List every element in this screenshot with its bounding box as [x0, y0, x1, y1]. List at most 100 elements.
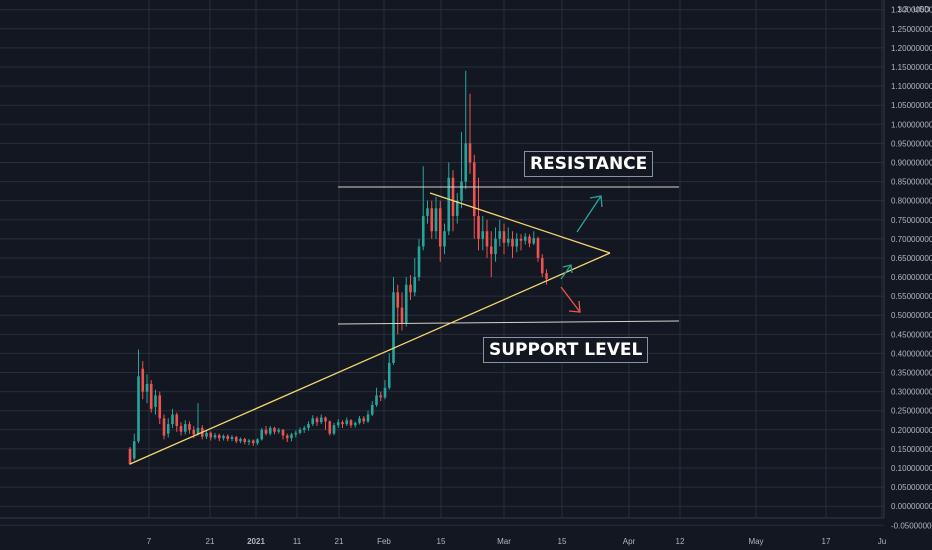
- time-axis[interactable]: 7 21 2021 11 21 Feb 15 Mar 15 Apr 12 May 17 Ju: [147, 537, 886, 546]
- drawings-layer: [129, 186, 680, 465]
- candle-body-down: [243, 438, 247, 443]
- candle-body-down: [162, 418, 166, 436]
- candle-body-down: [362, 418, 366, 422]
- candle-body-down: [528, 236, 531, 244]
- candle-body-up: [298, 429, 302, 433]
- candle-body-up: [205, 432, 208, 437]
- candle-body-up: [447, 177, 451, 232]
- x-tick-label: 15: [437, 537, 446, 546]
- candle-body-up: [332, 425, 336, 434]
- candle-body-down: [451, 177, 455, 216]
- x-tick-label: Feb: [377, 537, 391, 546]
- y-tick-label: 1.30000000: [891, 6, 932, 15]
- candle-body-up: [375, 395, 378, 405]
- candle-body-up: [277, 429, 281, 432]
- candle-body-down: [379, 395, 383, 398]
- y-tick-label: 0.25000000: [891, 407, 932, 416]
- candle-body-up: [366, 414, 370, 422]
- candle-body-down: [328, 421, 332, 434]
- candle-body-up: [404, 284, 408, 323]
- y-tick-label: 0.85000000: [891, 178, 932, 187]
- y-tick-label: 1.25000000: [891, 25, 932, 34]
- up-arrow-small-head: [562, 264, 573, 274]
- grid-lines: [0, 0, 884, 526]
- x-tick-label: Mar: [497, 537, 511, 546]
- candle-body-up: [294, 432, 298, 435]
- x-tick-label: May: [748, 537, 763, 546]
- candle-body-down: [502, 231, 506, 243]
- y-tick-label: 0.95000000: [891, 139, 932, 148]
- candle-body-up: [137, 376, 140, 442]
- y-tick-label: 0.00000000: [891, 502, 932, 511]
- candle-body-up: [268, 427, 272, 434]
- candle-body-up: [145, 383, 149, 392]
- y-tick-label: 0.75000000: [891, 216, 932, 225]
- candle-body-up: [307, 424, 310, 428]
- y-tick-label: 1.10000000: [891, 82, 932, 91]
- x-tick-label: Ju: [878, 537, 886, 546]
- candle-body-down: [141, 368, 145, 392]
- candle-body-up: [426, 208, 429, 216]
- candle-body-down: [400, 307, 404, 323]
- candle-body-up: [256, 439, 259, 444]
- candle-body-up: [132, 441, 136, 459]
- x-tick-label: 11: [293, 537, 302, 546]
- candle-body-up: [421, 215, 425, 247]
- y-tick-label: 1.00000000: [891, 120, 932, 129]
- candle-body-down: [341, 422, 344, 425]
- candle-body-down: [536, 238, 540, 258]
- candle-body-up: [498, 231, 502, 239]
- candlestick-series: [128, 70, 548, 465]
- candle-body-down: [472, 162, 476, 216]
- x-tick-label: 21: [206, 537, 215, 546]
- candle-body-down: [192, 429, 196, 435]
- candle-body-up: [455, 200, 459, 216]
- candle-body-up: [183, 424, 187, 432]
- y-tick-label: 0.20000000: [891, 426, 932, 435]
- candle-body-down: [545, 273, 548, 279]
- candle-body-up: [336, 422, 340, 426]
- candle-body-down: [477, 215, 480, 239]
- candle-body-down: [175, 414, 179, 426]
- candle-body-down: [149, 383, 153, 409]
- x-tick-label: 15: [558, 537, 567, 546]
- candle-body-up: [260, 429, 264, 440]
- candle-body-down: [128, 448, 132, 465]
- candle-body-up: [166, 424, 170, 434]
- x-tick-label: 12: [676, 537, 685, 546]
- candle-body-down: [158, 395, 162, 419]
- candle-body-down: [264, 429, 268, 434]
- candle-body-down: [430, 208, 434, 232]
- price-axis[interactable]: -0.05000000 0.00000000 0.05000000 0.1000000…: [891, 6, 932, 531]
- y-tick-label: 0.35000000: [891, 369, 932, 378]
- currency-label: USD: [913, 5, 930, 14]
- candle-body-up: [434, 208, 438, 232]
- down-arrow-head: [568, 300, 581, 313]
- y-tick-label: 0.90000000: [891, 158, 932, 167]
- candle-body-up: [222, 435, 225, 439]
- candle-body-down: [540, 257, 544, 274]
- candle-body-down: [281, 429, 285, 436]
- candle-body-up: [417, 246, 421, 278]
- x-tick-label: 2021: [247, 537, 265, 546]
- candle-body-down: [485, 231, 489, 247]
- candle-body-down: [315, 418, 319, 423]
- y-tick-label: 0.05000000: [891, 483, 932, 492]
- y-tick-label: 0.10000000: [891, 464, 932, 473]
- candle-body-up: [290, 434, 293, 439]
- candle-body-up: [506, 238, 510, 243]
- candle-body-up: [213, 435, 217, 438]
- candle-body-down: [396, 292, 400, 308]
- candle-body-up: [494, 238, 497, 255]
- y-tick-label: 0.45000000: [891, 330, 932, 339]
- ascending-trendline: [129, 252, 611, 465]
- candle-body-up: [171, 414, 174, 425]
- candle-body-down: [209, 432, 213, 438]
- y-tick-label: 1.15000000: [891, 63, 932, 72]
- candle-body-down: [349, 420, 353, 426]
- candle-body-up: [358, 418, 361, 423]
- y-tick-label: 1.05000000: [891, 101, 932, 110]
- candle-body-down: [217, 435, 221, 439]
- y-tick-label: 0.15000000: [891, 445, 932, 454]
